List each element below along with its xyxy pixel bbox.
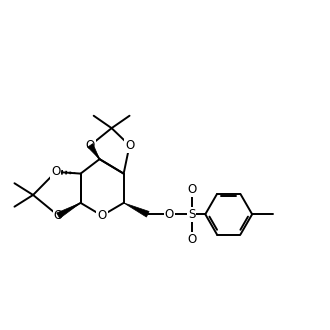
Text: O: O xyxy=(125,139,134,152)
Text: O: O xyxy=(97,209,107,222)
Text: O: O xyxy=(53,209,63,222)
Text: O: O xyxy=(85,139,95,152)
Polygon shape xyxy=(124,203,149,217)
Polygon shape xyxy=(57,203,81,218)
Text: O: O xyxy=(51,165,60,179)
Text: O: O xyxy=(165,208,174,221)
Text: O: O xyxy=(187,233,196,246)
Text: S: S xyxy=(188,208,195,221)
Text: O: O xyxy=(187,182,196,196)
Polygon shape xyxy=(88,144,100,159)
